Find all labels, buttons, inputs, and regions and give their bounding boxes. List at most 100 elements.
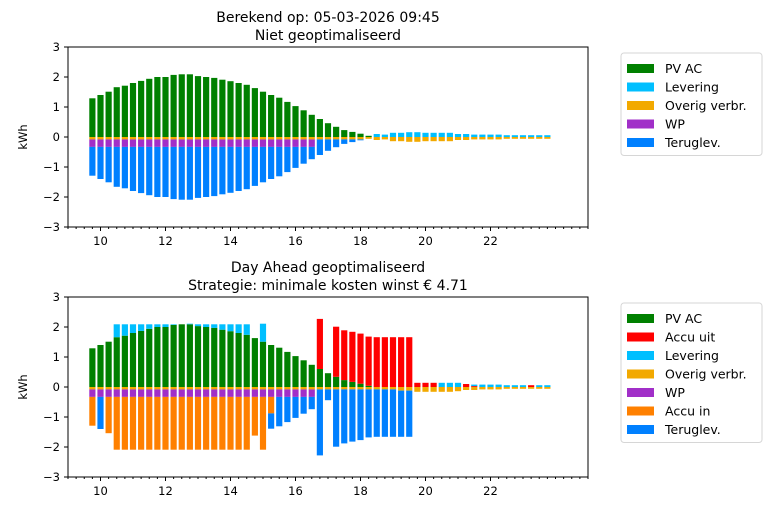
bar-overig-verbr [121,387,128,390]
bar-levering [446,132,453,137]
bar-accu-in [203,396,210,450]
bar-levering [219,324,226,330]
bar-pv-ac [129,83,137,137]
bar-pv-ac [203,77,210,137]
bar-pv-ac [129,333,137,387]
bar-pv-ac [211,77,218,137]
bar-overig-verbr [251,387,258,390]
chart-top: Berekend op: 05-03-2026 09:45 Niet geopt… [16,10,763,248]
bar-pv-ac [268,95,275,137]
bar-overig-verbr [487,137,494,140]
bar-levering [154,324,161,327]
bar-levering [544,385,551,387]
bar-teruglev [129,146,137,191]
legend-entry: PV AC [665,61,702,76]
bar-wp [105,389,112,397]
bar-levering [430,132,437,137]
bar-overig-verbr [162,387,169,390]
bar-overig-verbr [194,387,202,390]
x-tick-label: 18 [353,234,368,248]
legend-entry: Accu in [665,404,710,419]
bar-levering [121,324,128,336]
bar-overig-verbr [194,137,202,140]
bar-overig-verbr [219,387,226,390]
bar-pv-ac [259,341,267,387]
bar-teruglev [194,146,202,198]
bar-accu-in [211,396,218,450]
bar-overig-verbr [292,137,299,140]
bar-accu-in [227,396,234,450]
bar-pv-ac [324,373,332,387]
bar-wp [276,389,283,397]
y-tick-label: −1 [43,160,60,174]
bar-wp [194,389,202,397]
legend-entry: Teruglev. [664,422,721,437]
bar-teruglev [276,146,283,177]
bar-overig-verbr [357,137,364,140]
bar-levering [146,324,153,329]
bar-pv-ac [105,91,112,137]
legend-frame [620,52,763,156]
bar-overig-verbr [259,387,267,390]
bar-teruglev [186,146,193,200]
bar-pv-ac [211,327,218,387]
bar-overig-verbr [511,387,518,389]
legend-swatch [627,101,654,110]
bar-accu-uit [381,337,388,387]
bar-accu-in [251,396,258,436]
bar-overig-verbr [203,137,210,140]
bar-overig-verbr [276,387,283,390]
bar-accu-in [154,396,161,450]
bar-overig-verbr [398,137,405,142]
bar-teruglev [211,146,218,197]
bar-overig-verbr [308,387,315,390]
bar-overig-verbr [121,137,128,140]
bar-teruglev [235,146,242,191]
bar-levering [398,132,405,137]
bar-teruglev [276,396,283,427]
bar-pv-ac [341,380,348,387]
bar-teruglev [113,146,120,187]
bar-wp [235,139,242,147]
bar-overig-verbr [170,137,177,140]
x-tick-label: 22 [483,484,498,498]
bar-wp [211,139,218,147]
legend-swatch [627,82,654,92]
bar-pv-ac [251,88,258,137]
bar-accu-in [170,396,177,450]
bar-overig-verbr [105,137,112,140]
legend-entry: WP [665,385,685,400]
bar-pv-ac [227,331,234,387]
bar-levering [503,385,510,387]
y-tick-label: 0 [53,380,60,394]
chart-title: Berekend op: 05-03-2026 09:45 [216,10,440,26]
bar-wp [308,389,315,397]
legend-entry: WP [665,117,685,132]
x-tick-label: 14 [223,484,238,498]
bar-accu-uit [414,382,421,387]
legend: PV AC Accu uit Levering Overig verbr. WP Accu… [620,302,763,443]
bar-overig-verbr [479,137,486,140]
bar-overig-verbr [519,387,527,389]
bar-teruglev [406,390,413,437]
bar-teruglev [268,146,275,179]
bar-pv-ac [243,84,250,137]
bar-accu-uit [471,386,478,387]
bar-pv-ac [292,356,299,387]
bar-pv-ac [316,369,323,387]
bar-overig-verbr [511,137,518,139]
bar-wp [251,389,258,397]
bar-teruglev [170,146,177,200]
bar-overig-verbr [89,137,96,140]
bar-overig-verbr [471,387,478,390]
bar-overig-verbr [300,137,307,140]
x-tick-label: 14 [223,234,238,248]
legend-entry: Levering [665,348,719,363]
bar-pv-ac [300,360,307,387]
bar-levering [381,134,388,137]
bar-wp [251,139,258,147]
bar-levering [536,135,543,137]
bar-overig-verbr [259,137,267,140]
